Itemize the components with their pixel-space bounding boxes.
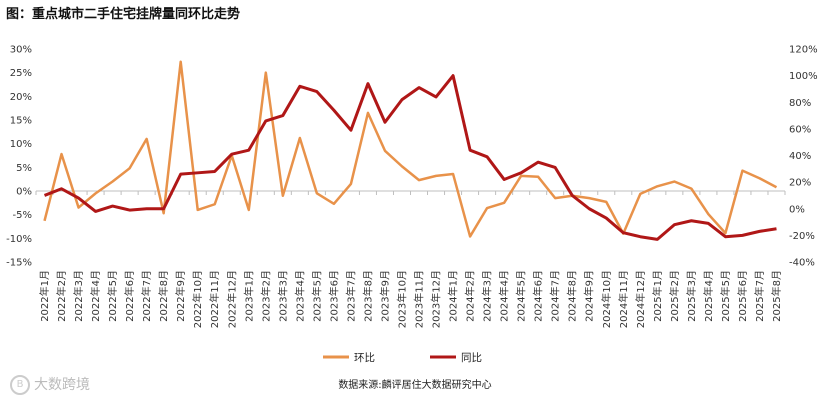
x-tick-label: 2023年7月	[344, 270, 357, 322]
x-tick-label: 2023年6月	[327, 270, 340, 322]
x-tick-label: 2025年2月	[668, 270, 681, 322]
y-right-tick-label: 80%	[789, 98, 811, 109]
x-tick-label: 2024年6月	[532, 270, 545, 322]
logo-icon: B	[10, 375, 30, 395]
x-tick-label: 2023年4月	[293, 270, 306, 322]
x-tick-label: 2023年12月	[430, 270, 443, 328]
y-right-tick-label: 20%	[789, 178, 811, 189]
x-tick-label: 2024年10月	[600, 270, 613, 328]
x-tick-label: 2023年2月	[259, 270, 272, 322]
x-tick-label: 2022年12月	[225, 270, 238, 328]
data-source: 数据来源:麟评居住大数据研究中心	[338, 380, 492, 391]
x-tick-label: 2022年5月	[106, 270, 119, 322]
x-tick-label: 2022年11月	[208, 270, 221, 328]
legend-label-yoy: 同比	[461, 351, 482, 364]
x-tick-label: 2023年5月	[310, 270, 323, 322]
y-left-tick-label: -5%	[13, 210, 32, 221]
x-tick-label: 2023年9月	[378, 270, 391, 322]
watermark-logo: B 大数跨境	[10, 374, 90, 395]
x-tick-label: 2024年1月	[447, 270, 460, 322]
x-tick-label: 2024年5月	[515, 270, 528, 322]
y-left-tick-label: 10%	[10, 139, 32, 150]
x-tick-label: 2024年2月	[464, 270, 477, 322]
y-right-tick-label: 40%	[789, 151, 811, 162]
y-right-tick-label: 100%	[789, 71, 818, 82]
x-tick-label: 2025年7月	[753, 270, 766, 322]
x-tick-label: 2024年8月	[566, 270, 579, 322]
series-line-yoy	[43, 74, 777, 241]
y-right-tick-label: 0%	[789, 204, 805, 215]
y-left-tick-label: -15%	[6, 258, 32, 269]
x-tick-label: 2024年4月	[498, 270, 511, 322]
x-tick-label: 2025年3月	[685, 270, 698, 322]
x-tick-label: 2024年3月	[481, 270, 494, 322]
x-tick-label: 2022年2月	[55, 270, 68, 322]
y-right-tick-label: -20%	[789, 231, 815, 242]
x-tick-label: 2023年11月	[413, 270, 426, 328]
x-tick-label: 2025年5月	[719, 270, 732, 322]
x-tick-label: 2022年3月	[72, 270, 85, 322]
y-left-tick-label: 30%	[10, 45, 32, 56]
x-tick-label: 2025年1月	[651, 270, 664, 322]
x-tick-label: 2022年7月	[140, 270, 153, 322]
y-right-tick-label: 120%	[789, 45, 818, 56]
x-tick-label: 2023年10月	[395, 270, 408, 328]
y-left-tick-label: 20%	[10, 92, 32, 103]
watermark-text: 大数跨境	[34, 377, 90, 393]
x-tick-label: 2022年1月	[38, 270, 51, 322]
x-tick-label: 2024年9月	[583, 270, 596, 322]
x-tick-label: 2022年9月	[174, 270, 187, 322]
x-tick-label: 2023年3月	[276, 270, 289, 322]
chart-title: 图：重点城市二手住宅挂牌量同环比走势	[6, 7, 241, 22]
x-tick-label: 2022年4月	[89, 270, 102, 322]
x-tick-label: 2022年8月	[157, 270, 170, 322]
x-tick-label: 2025年8月	[770, 270, 783, 322]
x-tick-label: 2025年6月	[736, 270, 749, 322]
legend-label-mom: 环比	[354, 351, 375, 364]
x-tick-label: 2025年4月	[702, 270, 715, 322]
x-tick-label: 2022年6月	[123, 270, 136, 322]
x-tick-label: 2022年10月	[191, 270, 204, 328]
y-left-tick-label: 25%	[10, 68, 32, 79]
y-right-tick-label: -40%	[789, 258, 815, 269]
series-line-mom	[43, 60, 778, 238]
x-tick-label: 2024年11月	[617, 270, 630, 328]
y-left-tick-label: 15%	[10, 116, 32, 127]
y-right-tick-label: 60%	[789, 124, 811, 135]
y-left-tick-label: 0%	[16, 187, 32, 198]
y-left-tick-label: -10%	[6, 234, 32, 245]
x-tick-label: 2024年12月	[634, 270, 647, 328]
x-tick-label: 2023年1月	[242, 270, 255, 322]
x-tick-label: 2023年8月	[361, 270, 374, 322]
x-tick-label: 2024年7月	[549, 270, 562, 322]
y-left-tick-label: 5%	[16, 163, 32, 174]
